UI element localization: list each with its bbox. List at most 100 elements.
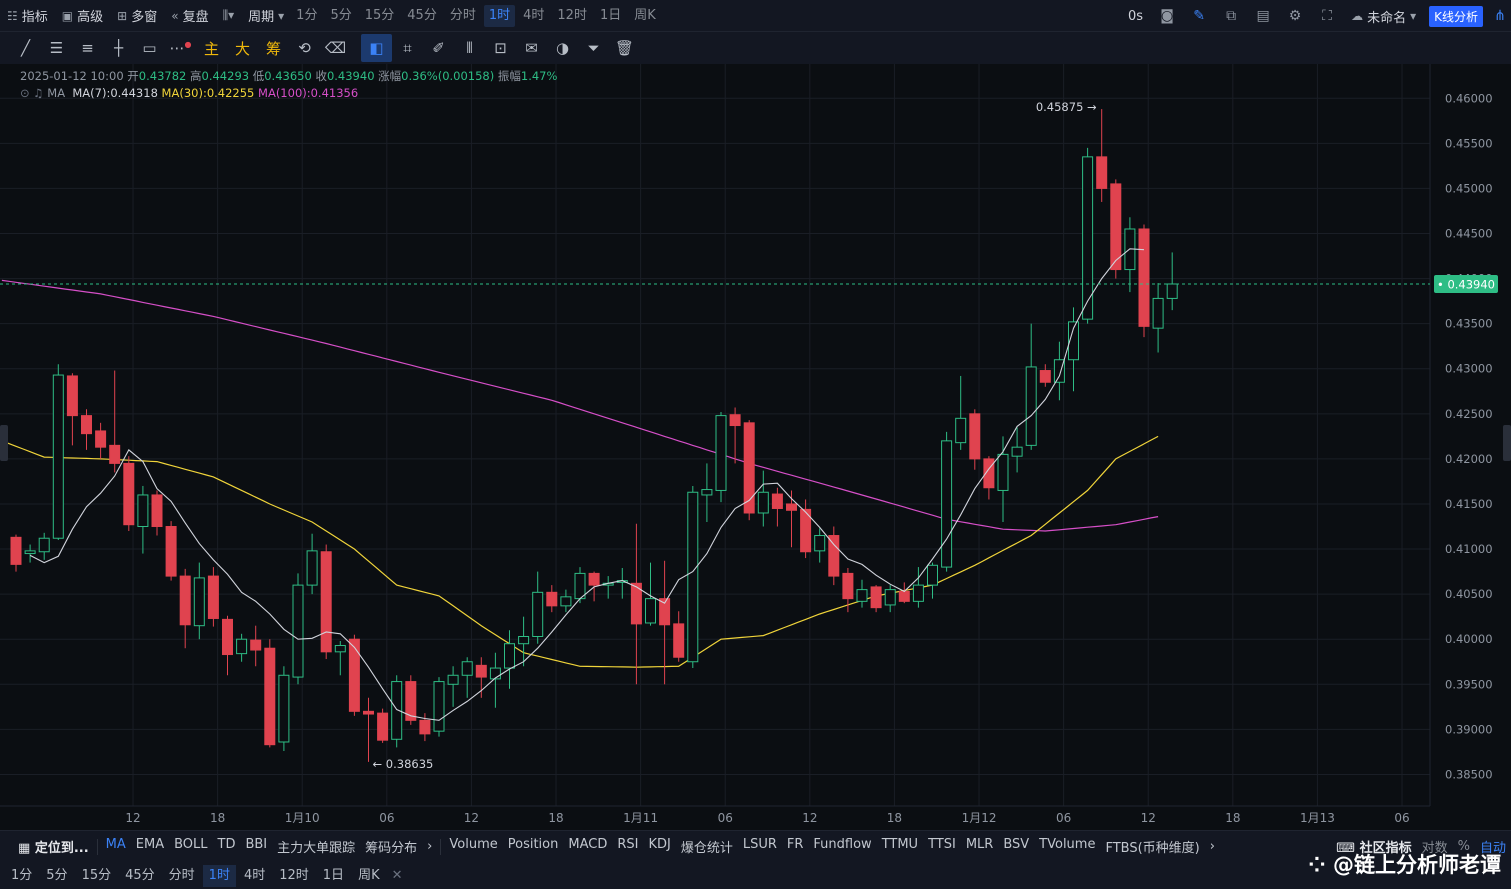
timeframe-tab-0[interactable]: 1分 (296, 7, 318, 23)
bottom-timeframe-tab-7[interactable]: 12时 (279, 867, 309, 883)
sub-indicator-tab-11[interactable]: MLR (965, 837, 994, 852)
right-collapse-handle[interactable] (1503, 425, 1511, 461)
indicator-tab-2[interactable]: BOLL (174, 837, 208, 852)
kline-analysis-button[interactable]: K线分析 (1429, 5, 1483, 27)
horizontal-lines-icon[interactable]: ☰ (49, 39, 64, 57)
x-tick-label: 12 (464, 811, 479, 825)
bottom-timeframe-tab-6[interactable]: 4时 (243, 867, 266, 883)
save-image-icon[interactable]: ▤ (1256, 8, 1270, 24)
timeframe-tab-2[interactable]: 15分 (364, 7, 395, 23)
pencil-icon[interactable]: ✎ (1193, 8, 1205, 24)
bottom-timeframe-tab-2[interactable]: 15分 (81, 867, 112, 883)
timeframe-tab-1[interactable]: 5分 (330, 7, 352, 23)
percent-scale-toggle[interactable]: % (1457, 839, 1470, 854)
sub-indicator-tab-8[interactable]: Fundflow (813, 837, 872, 852)
bottom-timeframe-tab-3[interactable]: 45分 (125, 867, 155, 883)
chart-area[interactable]: 0.460000.455000.450000.445000.440000.435… (0, 64, 1511, 830)
change-label: 涨幅 (378, 69, 402, 83)
eraser-icon[interactable]: ⌫ (324, 39, 347, 57)
more-tools-icon[interactable]: ⋯ ● (169, 39, 192, 57)
cross-line-icon[interactable]: ┼ (113, 39, 124, 57)
sub-indicator-tab-7[interactable]: FR (786, 837, 804, 852)
community-indicators-button[interactable]: ⌨ 社区指标 (1336, 841, 1412, 856)
change-value: 0.36%(0.00158) (401, 69, 495, 83)
candle-down (123, 462, 135, 526)
chart-type-button[interactable]: ⫼▾ (216, 0, 242, 32)
timeframe-tab-7[interactable]: 12时 (557, 7, 587, 23)
advanced-menu[interactable]: ▣ 高级 (61, 8, 104, 26)
close-icon[interactable]: ✕ (391, 867, 403, 883)
bottom-timeframe-tab-9[interactable]: 周K (358, 867, 380, 883)
chevron-right-icon[interactable]: › (1209, 839, 1215, 854)
sub-indicator-tab-1[interactable]: Position (507, 837, 559, 852)
timeframe-tab-5[interactable]: 1时 (483, 4, 516, 27)
close-value: 0.43940 (326, 69, 375, 83)
parallel-channel-icon[interactable]: ≡ (81, 39, 94, 57)
sub-indicator-tab-4[interactable]: KDJ (648, 837, 671, 852)
timeframe-tab-4[interactable]: 分时 (449, 7, 476, 23)
indicator-tab-4[interactable]: BBI (245, 837, 268, 852)
settings-icon[interactable]: ⚙ (1288, 8, 1302, 24)
chevron-right-icon[interactable]: › (427, 839, 433, 854)
indicator-tab-5[interactable]: 主力大单跟踪 (277, 841, 356, 856)
candle-down (363, 710, 374, 715)
magnet-icon[interactable]: ◑ (555, 39, 570, 57)
collapse-legend-icon[interactable]: ⊙ (20, 86, 30, 100)
sub-indicator-tab-6[interactable]: LSUR (742, 837, 777, 852)
sub-indicator-tab-0[interactable]: Volume (449, 837, 498, 852)
candlestick-chart[interactable]: 0.460000.455000.450000.445000.440000.435… (0, 64, 1511, 830)
left-collapse-handle[interactable] (0, 425, 8, 461)
share-icon[interactable]: ⋔ (1494, 8, 1506, 24)
trash-icon[interactable]: 🗑 (614, 39, 635, 57)
indicator-tab-3[interactable]: TD (217, 837, 236, 852)
fullscreen-icon[interactable]: ⛶ (1322, 8, 1332, 24)
x-tick-label: 12 (1141, 811, 1156, 825)
big-order-tool[interactable]: 大 (234, 39, 250, 58)
bottom-timeframe-tab-1[interactable]: 5分 (46, 867, 68, 883)
indicator-tab-1[interactable]: EMA (135, 837, 165, 852)
bottom-timeframe-tab-4[interactable]: 分时 (168, 867, 195, 883)
chips-tool[interactable]: 筹 (265, 39, 281, 58)
replay-button[interactable]: «复盘 (171, 8, 209, 26)
multiwindow-menu[interactable]: ⊞ 多窗 (117, 8, 158, 26)
sub-indicator-tab-14[interactable]: FTBS(币种维度) (1105, 841, 1200, 856)
camera-icon[interactable]: ◙ (1160, 8, 1174, 24)
indicator-tab-6[interactable]: 筹码分布 (365, 841, 418, 856)
sub-indicator-tab-9[interactable]: TTMU (881, 837, 919, 852)
timeframe-tab-6[interactable]: 4时 (523, 7, 545, 23)
layout-dropdown[interactable]: ☁ 未命名 ▾ (1351, 9, 1417, 26)
lock-icon[interactable]: ⊡ (494, 39, 507, 57)
indicators-menu[interactable]: ☷ 指标 (7, 8, 48, 26)
note-icon[interactable]: ✉ (525, 39, 538, 57)
alert-icon[interactable]: ♫ (33, 86, 44, 100)
main-force-tool[interactable]: 主 (203, 39, 219, 58)
indicator-tab-0[interactable]: MA (105, 837, 126, 852)
period-dropdown[interactable]: 周期 ▾ (248, 8, 285, 26)
log-scale-toggle[interactable]: 对数 (1421, 841, 1448, 856)
bookmark-icon[interactable]: ◧ (361, 34, 392, 62)
auto-scale-toggle[interactable]: 自动 (1479, 841, 1506, 856)
popout-icon[interactable]: ⧉ (1226, 8, 1237, 24)
filter-icon[interactable]: ⏷ (587, 39, 600, 57)
amplitude-value: 1.47% (520, 69, 558, 83)
sub-indicator-tab-10[interactable]: TTSI (928, 837, 956, 852)
candle-down (109, 444, 121, 464)
ruler-icon[interactable]: ⌗ (403, 39, 412, 57)
trendline-icon[interactable]: ╱ (20, 39, 31, 57)
timeframe-tab-8[interactable]: 1日 (599, 7, 622, 23)
rectangle-icon[interactable]: ▭ (142, 39, 157, 57)
bottom-timeframe-tab-8[interactable]: 1日 (322, 867, 345, 883)
sub-indicator-tab-5[interactable]: 爆仓统计 (680, 841, 733, 856)
bottom-timeframe-tab-0[interactable]: 1分 (11, 867, 33, 883)
bottom-timeframe-tab-5[interactable]: 1时 (202, 864, 236, 887)
sub-indicator-tab-2[interactable]: MACD (568, 837, 608, 852)
sub-indicator-tab-13[interactable]: TVolume (1039, 837, 1096, 852)
brush-icon[interactable]: ✐ (432, 39, 445, 57)
sub-indicator-tab-12[interactable]: BSV (1003, 837, 1030, 852)
sync-icon[interactable]: ⟲ (298, 39, 311, 57)
sub-indicator-tab-3[interactable]: RSI (617, 837, 639, 852)
timeframe-tab-3[interactable]: 45分 (407, 7, 437, 23)
locate-button[interactable]: ▦ 定位到... (18, 841, 89, 856)
timeframe-tab-9[interactable]: 周K (634, 7, 656, 23)
compare-bars-icon[interactable]: ⫴ (466, 39, 473, 57)
